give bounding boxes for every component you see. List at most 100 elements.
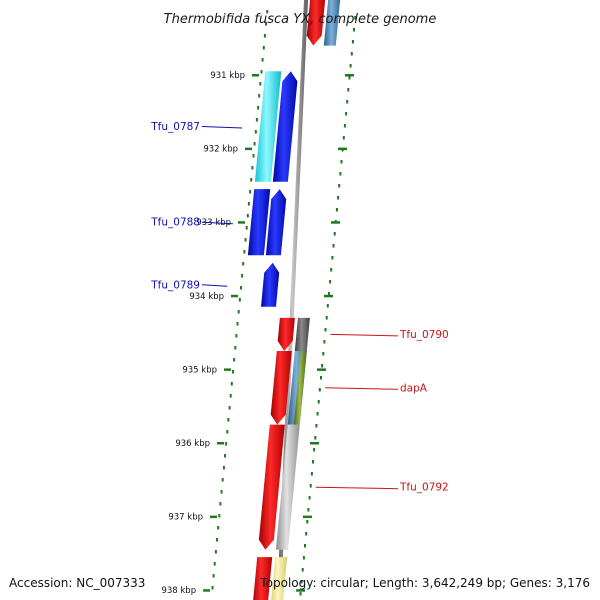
guide-dot-left xyxy=(246,214,249,218)
guide-dot-left xyxy=(263,34,266,38)
guide-dot-right xyxy=(349,64,352,68)
guide-dot-left xyxy=(230,382,233,386)
guide-dot-right xyxy=(337,196,340,200)
leader-line xyxy=(315,486,399,490)
guide-dot-left xyxy=(242,262,245,266)
feature-block-red xyxy=(306,0,326,46)
tick-mark-right xyxy=(324,294,333,298)
guide-dot-right xyxy=(320,376,322,380)
guide-dot-right xyxy=(309,484,312,488)
guide-dot-left xyxy=(234,346,237,350)
guide-dot-right xyxy=(308,496,311,500)
gene-arrow-tfu_0792 xyxy=(258,424,285,550)
guide-dot-right xyxy=(302,556,305,560)
guide-dot-right xyxy=(304,544,306,548)
guide-dot-right xyxy=(351,40,354,44)
guide-dot-left xyxy=(217,526,220,530)
guide-dot-right xyxy=(347,88,350,92)
gene-arrow-tfu_0787 xyxy=(272,71,298,182)
guide-dot-left xyxy=(244,238,247,242)
guide-dot-right xyxy=(329,280,332,284)
guide-dot-left xyxy=(235,334,238,338)
guide-dot-right xyxy=(353,28,355,32)
guide-dot-left xyxy=(250,178,253,182)
guide-dot-left xyxy=(249,190,252,194)
guide-dot-left xyxy=(241,274,244,278)
backbone-line xyxy=(277,0,308,600)
leader-line xyxy=(201,284,228,287)
guide-dot-left xyxy=(265,22,267,26)
tick-mark-right xyxy=(345,74,354,77)
guide-dot-right xyxy=(306,520,309,524)
tick-mark-right xyxy=(317,368,326,371)
guide-dot-left xyxy=(213,562,216,566)
feature-block-steel xyxy=(323,0,341,46)
tick-mark-left xyxy=(231,294,238,298)
guide-dot-right xyxy=(325,316,328,320)
guide-dot-left xyxy=(255,118,258,122)
gene-label[interactable]: Tfu_0788 xyxy=(150,217,200,229)
tick-mark-right xyxy=(338,147,347,151)
gene-label[interactable]: Tfu_0789 xyxy=(150,279,200,291)
guide-dot-right xyxy=(346,100,349,104)
guide-dot-right xyxy=(326,304,329,308)
feature-block-darkgray xyxy=(294,317,310,351)
guide-dot-left xyxy=(252,154,255,158)
guide-dot-right xyxy=(338,184,341,188)
guide-dot-left xyxy=(245,226,248,230)
guide-dot-left xyxy=(222,466,225,470)
guide-dot-right xyxy=(310,472,313,476)
gene-arrow-tfu_0789 xyxy=(261,262,280,307)
guide-dot-right xyxy=(324,328,327,332)
guide-dot-left xyxy=(236,322,239,326)
dotted-guides xyxy=(211,10,357,596)
tick-mark-left xyxy=(245,147,252,151)
tick-mark-left xyxy=(203,589,211,592)
guide-dot-right xyxy=(321,364,324,368)
guide-dot-left xyxy=(228,406,231,410)
leader-line xyxy=(201,126,243,129)
guide-dot-left xyxy=(254,130,257,134)
leader-line xyxy=(325,387,399,390)
feature-block-khaki xyxy=(271,557,288,600)
guide-dot-right xyxy=(354,16,357,20)
tick-mark-left xyxy=(210,515,217,519)
gene-label[interactable]: Tfu_0787 xyxy=(150,121,200,133)
gene-label[interactable]: Tfu_0792 xyxy=(399,482,449,494)
feature-block-olive xyxy=(293,351,307,425)
feature-block-red xyxy=(253,557,273,600)
gene-label[interactable]: Tfu_0790 xyxy=(399,329,449,341)
guide-dot-right xyxy=(350,52,353,56)
gene-track xyxy=(258,71,298,550)
guide-dot-left xyxy=(224,454,226,458)
guide-dot-left xyxy=(266,10,269,14)
guide-dot-right xyxy=(328,292,330,296)
tick-label: 934 kbp xyxy=(189,292,224,302)
gene-labels: Tfu_0787 Tfu_0788 Tfu_0789 Tfu_0790 dapA Tfu_… xyxy=(150,121,449,494)
tick-label: 935 kbp xyxy=(182,365,217,375)
guide-dot-right xyxy=(335,208,338,212)
guide-dot-right xyxy=(307,508,310,512)
genome-backbone xyxy=(277,0,308,600)
tick-label: 937 kbp xyxy=(168,513,203,523)
guide-dot-right xyxy=(345,112,348,116)
guide-dot-right xyxy=(312,460,314,464)
guide-dot-right xyxy=(339,172,342,176)
guide-dot-right xyxy=(315,424,318,428)
guide-dot-left xyxy=(212,574,215,578)
guide-dot-right xyxy=(348,76,351,80)
guide-dot-left xyxy=(261,58,264,62)
tick-label: 932 kbp xyxy=(203,145,238,155)
map-title: Thermobifida fusca YX, complete genome xyxy=(164,12,437,27)
guide-dot-left xyxy=(227,418,230,422)
leader-line xyxy=(330,333,399,337)
tick-mark-right xyxy=(310,442,319,445)
guide-dot-right xyxy=(323,340,326,344)
guide-dot-left xyxy=(259,82,262,86)
guide-dot-right xyxy=(340,160,343,164)
guide-dot-left xyxy=(218,514,221,518)
guide-dot-left xyxy=(258,94,261,98)
gene-label[interactable]: dapA xyxy=(400,382,428,394)
